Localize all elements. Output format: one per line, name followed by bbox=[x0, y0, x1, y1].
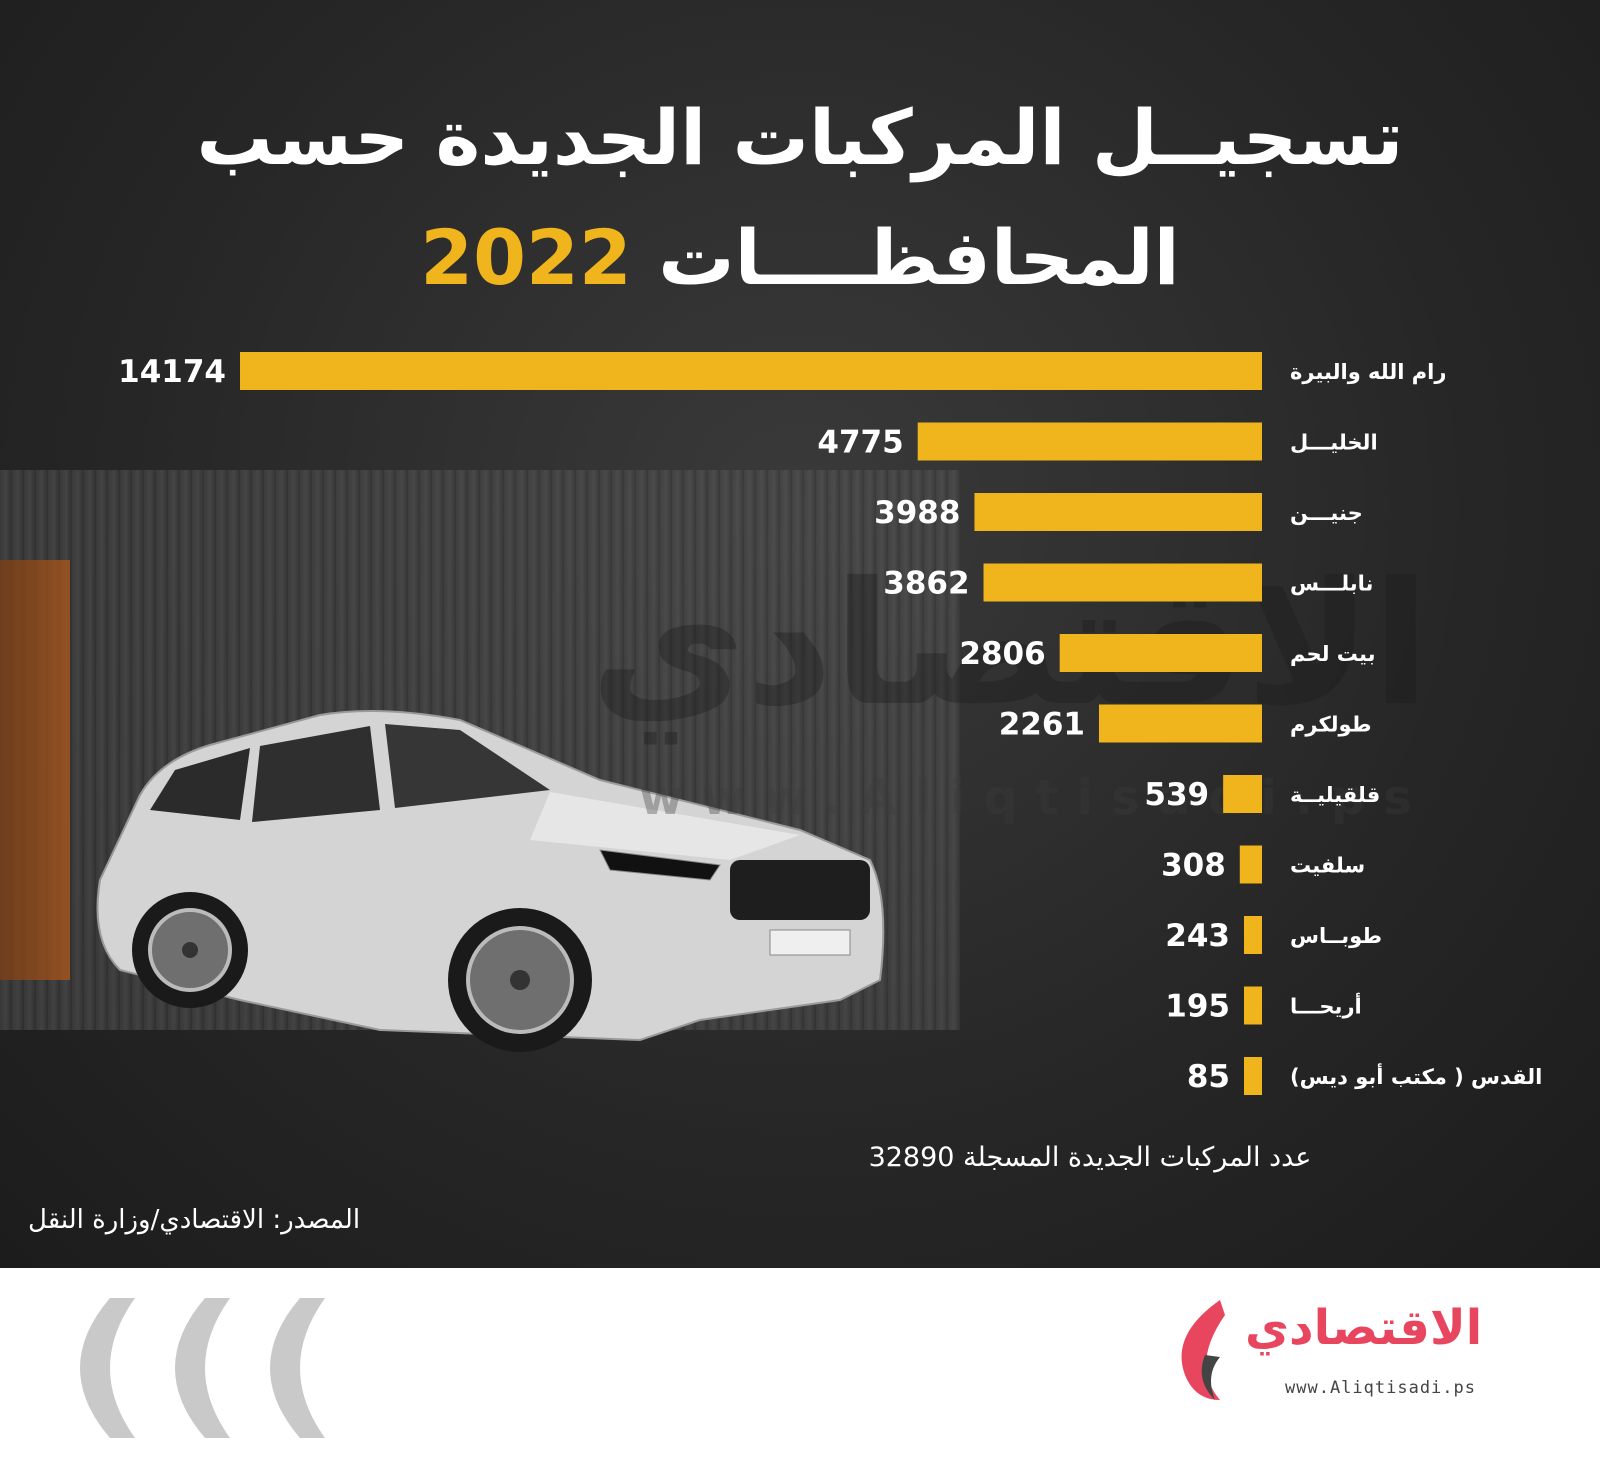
logo-text: الاقتصادي bbox=[1245, 1300, 1483, 1356]
bar bbox=[1244, 1057, 1262, 1095]
bar bbox=[1244, 986, 1262, 1025]
bar bbox=[1059, 634, 1262, 672]
logo-url: www.Aliqtisadi.ps bbox=[1285, 1378, 1476, 1398]
bar bbox=[983, 563, 1262, 602]
value-label: 308 bbox=[1161, 848, 1226, 884]
bar bbox=[917, 422, 1262, 461]
category-label: رام الله والبيرة bbox=[1290, 360, 1446, 384]
brand-logo: الاقتصادي www.Aliqtisadi.ps bbox=[1165, 1290, 1525, 1410]
horizontal-bar-chart: رام الله والبيرة 14174 الخليـــل 4775 جنيـــ… bbox=[118, 352, 1542, 1095]
category-label: نابلـــس bbox=[1290, 572, 1373, 596]
category-label: سلفيت bbox=[1290, 854, 1365, 878]
category-label: أريحـــا bbox=[1290, 992, 1362, 1019]
category-label: طوبــاس bbox=[1290, 924, 1382, 948]
bar bbox=[240, 352, 1262, 390]
value-label: 3988 bbox=[874, 495, 960, 531]
category-label: بيت لحم bbox=[1290, 642, 1376, 666]
value-label: 14174 bbox=[118, 354, 226, 390]
value-label: 4775 bbox=[817, 425, 903, 461]
source-note: المصدر: الاقتصادي/وزارة النقل bbox=[28, 1205, 361, 1235]
category-label: طولكرم bbox=[1290, 713, 1372, 737]
bar bbox=[1098, 704, 1262, 743]
title-line-2: المحافظــــات 2022 bbox=[0, 198, 1600, 318]
category-label: القدس ( مكتب أبو ديس) bbox=[1290, 1062, 1542, 1089]
title-line-1: تسجيــل المركبات الجديدة حسب bbox=[196, 93, 1404, 182]
total-registered-note: عدد المركبات الجديدة المسجلة 32890 bbox=[868, 1142, 1312, 1173]
title-year: 2022 bbox=[420, 213, 632, 302]
page-title: تسجيــل المركبات الجديدة حسب المحافظــــ… bbox=[0, 78, 1600, 318]
value-label: 243 bbox=[1165, 918, 1230, 954]
value-label: 85 bbox=[1187, 1059, 1230, 1095]
value-label: 539 bbox=[1144, 777, 1209, 813]
category-label: جنيـــن bbox=[1290, 501, 1363, 525]
value-label: 3862 bbox=[883, 566, 969, 602]
footer: الاقتصادي www.Aliqtisadi.ps bbox=[0, 1268, 1600, 1462]
category-label: الخليـــل bbox=[1290, 431, 1378, 455]
white-suv-image bbox=[96, 710, 885, 1052]
shipping-container-background bbox=[0, 560, 70, 980]
value-label: 2261 bbox=[999, 707, 1085, 743]
bar bbox=[1244, 916, 1262, 954]
bar bbox=[974, 493, 1262, 531]
infographic-panel: الاقتصادي www.Aliqtisadi.ps تسجيــل المر… bbox=[0, 0, 1600, 1268]
chevron-arrows-icon bbox=[80, 1298, 325, 1438]
logo-mark-icon bbox=[1181, 1300, 1225, 1400]
bar bbox=[1223, 775, 1262, 813]
value-label: 195 bbox=[1165, 989, 1230, 1025]
title-line-2-text: المحافظــــات bbox=[658, 213, 1180, 302]
bar bbox=[1239, 845, 1262, 884]
category-label: قلقيليــة bbox=[1290, 783, 1380, 807]
value-label: 2806 bbox=[959, 636, 1045, 672]
